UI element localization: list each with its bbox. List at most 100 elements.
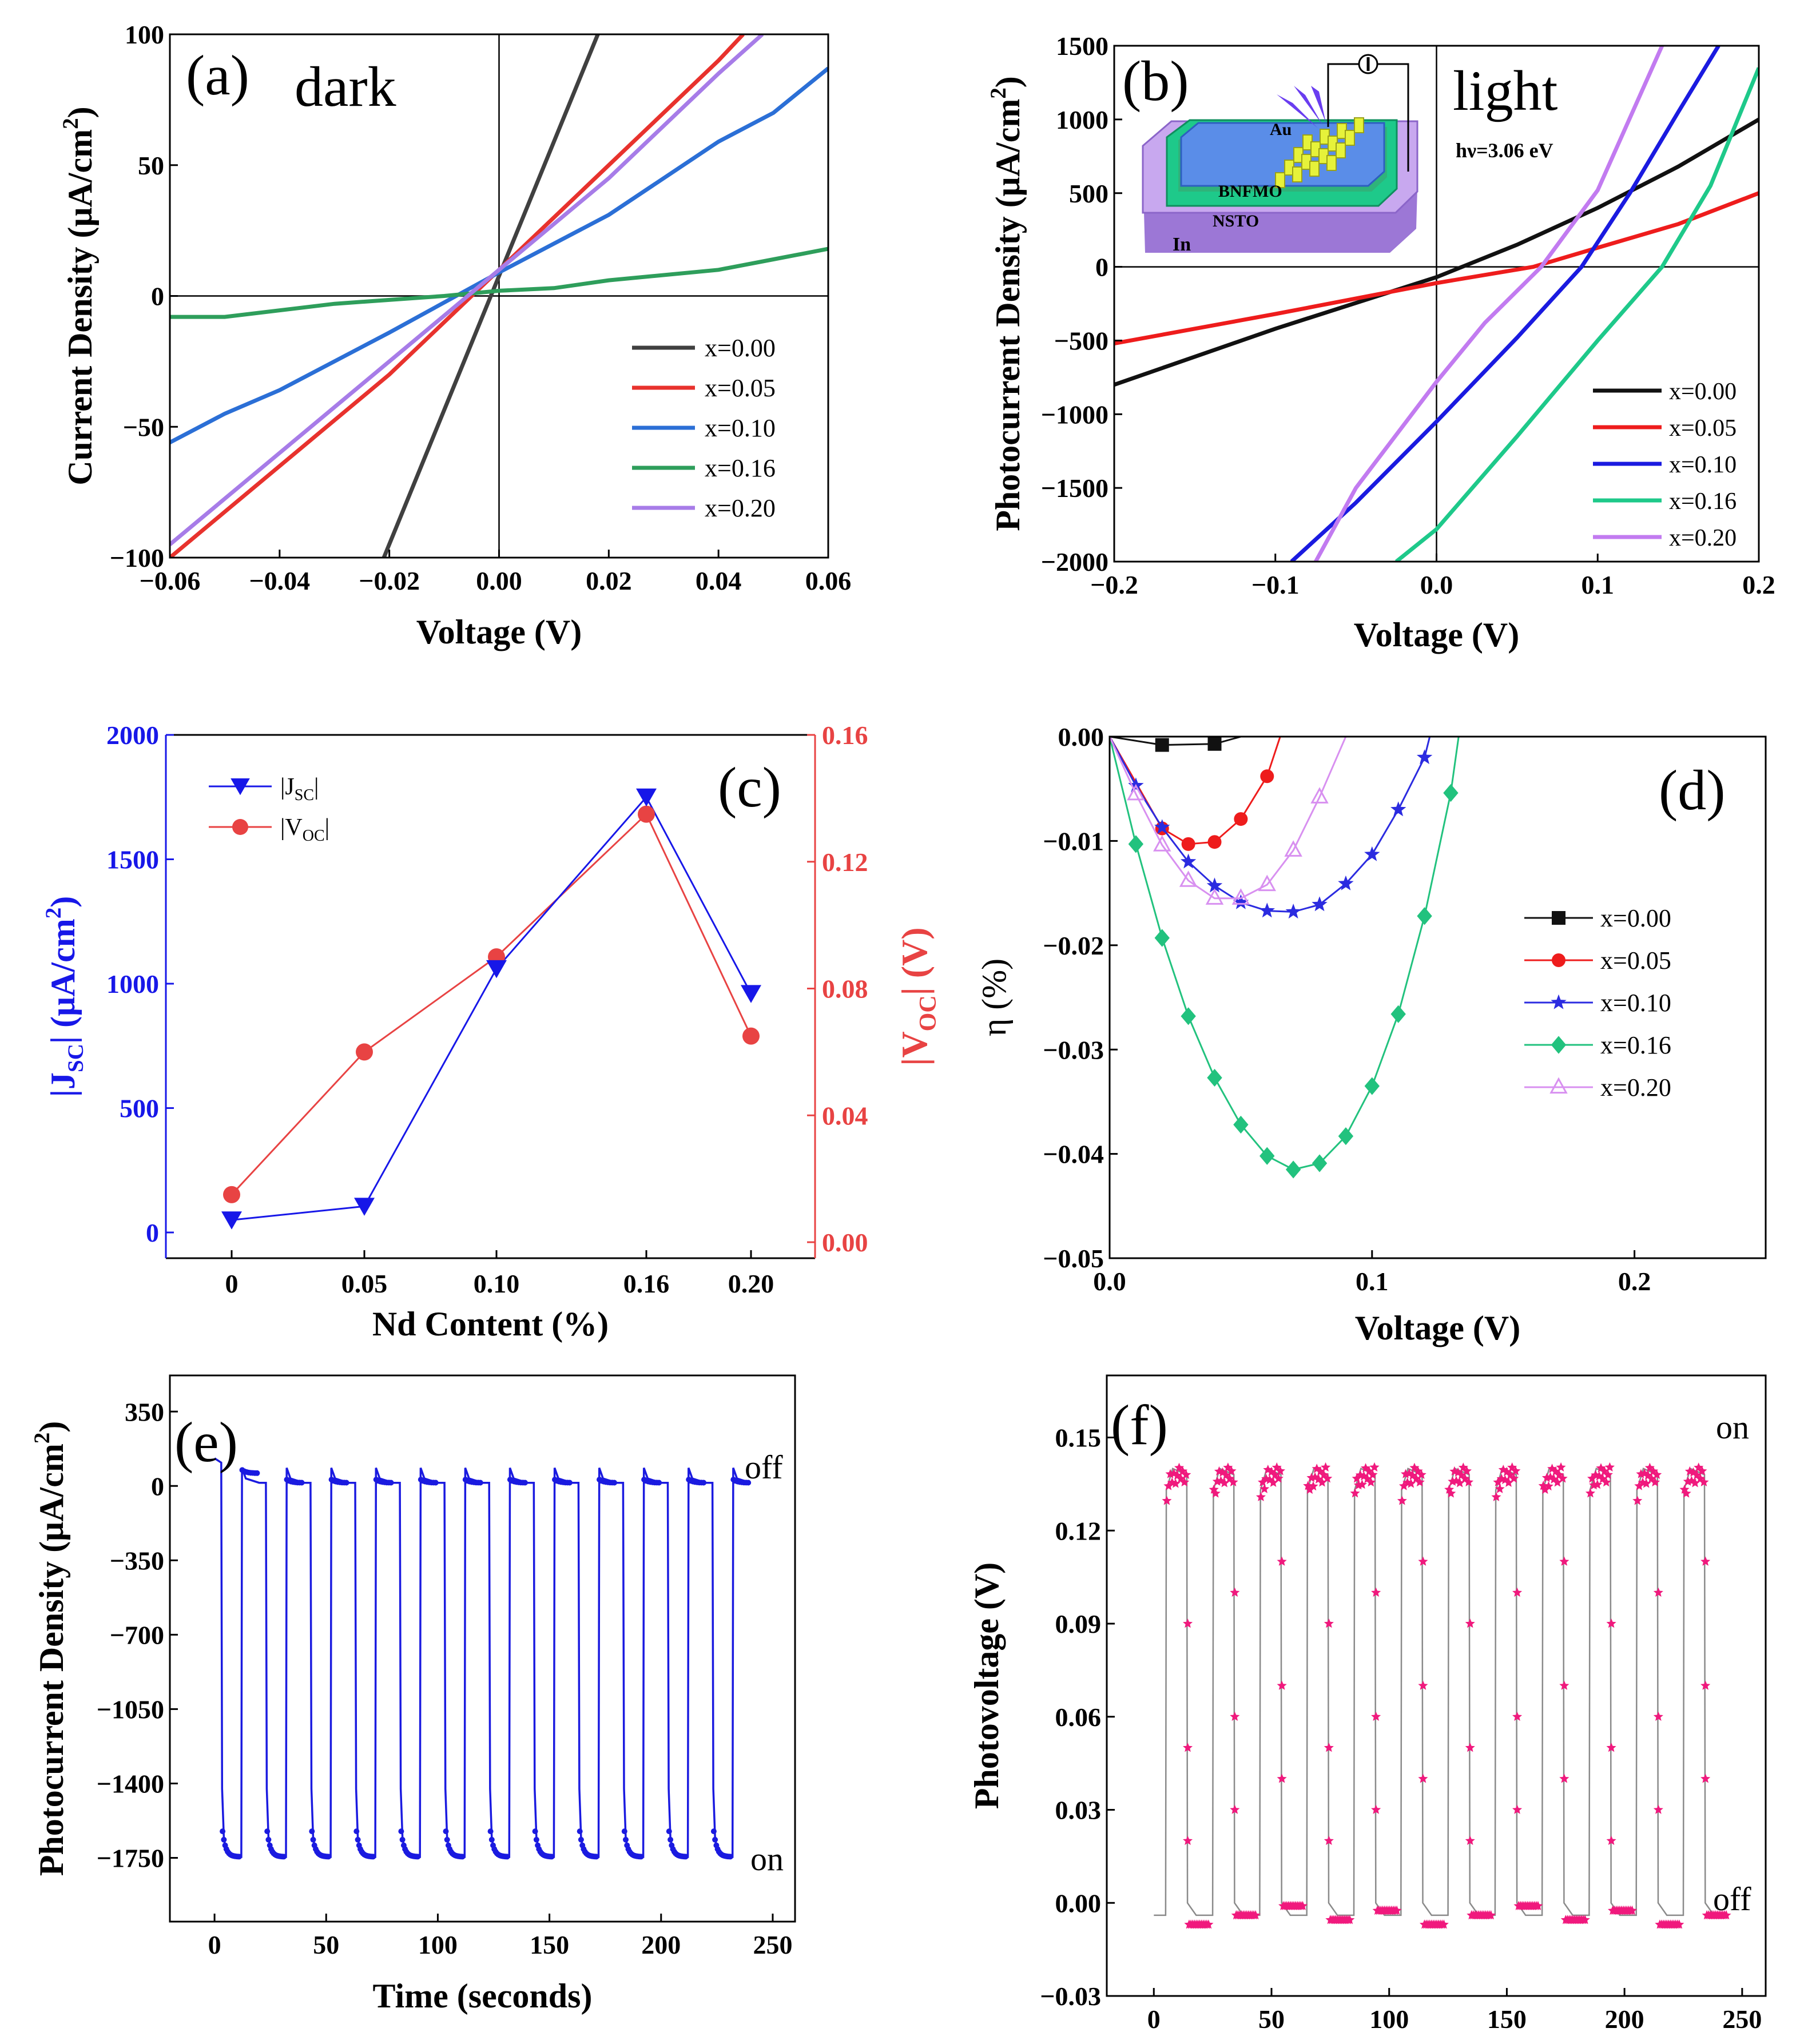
x-tick-label: 0 [208,1930,221,1959]
on-point [1162,1496,1172,1505]
legend-label: x=0.00 [705,334,776,362]
on-point [1697,1466,1707,1476]
data-point [1155,738,1169,752]
trace-point [443,1828,449,1835]
transition-point [1324,1619,1334,1628]
trace-point [621,1828,627,1835]
trace-point [265,1836,272,1843]
y-tick-label: 0.15 [1055,1423,1102,1453]
jsc-point [741,985,761,1003]
legend-label: x=0.05 [1600,947,1671,975]
on-point [1587,1473,1598,1483]
data-point [1154,929,1170,947]
light-ray-3 [1311,86,1326,122]
trace-point [710,1828,717,1835]
on-point [1258,1477,1268,1487]
y-tick-label: −1500 [1041,474,1108,503]
y-axis-label-right: |VOC| (V) [894,927,941,1065]
trace-point [488,1836,495,1843]
trace-point [712,1836,718,1843]
y-tick-label: −500 [1054,327,1108,356]
x-tick-label: 50 [1258,2005,1285,2034]
on-point [1350,1488,1360,1498]
data-point [1338,1127,1354,1146]
transition-point [1465,1619,1475,1628]
data-point [1312,1154,1328,1172]
on-point [1219,1478,1230,1488]
legend-label: x=0.16 [705,454,776,482]
x-tick-label: 0.1 [1356,1267,1389,1296]
voc-point [356,1043,373,1061]
x-tick-label: 0.06 [805,566,852,595]
legend-label: x=0.20 [1600,1073,1671,1101]
y-tick-label-right: 0.12 [822,848,868,877]
trace-point [353,1828,360,1835]
y-tick-label: 1000 [1056,105,1108,134]
data-point [1179,870,1198,887]
transition-point [1371,1711,1381,1721]
photovoltage-trace [1154,1468,1715,1916]
annotation-off: off [745,1449,783,1486]
trace-point [745,1480,752,1486]
transition-point [1465,1835,1475,1845]
off-point [1250,1910,1261,1920]
legend-label: x=0.00 [1669,379,1737,405]
device-schematic-inset: Au BNFMO NSTO In [1142,54,1418,255]
series-line-016 [1110,737,1460,1171]
transition-point [1512,1587,1523,1597]
x-tick-label: 250 [753,1930,792,1959]
x-tick-label: −0.02 [359,566,420,595]
y-axis-label: Current Density (μA/cm2) [58,106,99,485]
legend-marker [1551,994,1567,1009]
on-point [1357,1480,1367,1489]
off-point [1627,1905,1638,1915]
trace-point [638,1854,644,1860]
trace-point [533,1836,539,1843]
x-tick-label: −0.1 [1251,570,1300,599]
trace-point [399,1836,406,1843]
data-point [1364,846,1380,861]
off-point [1580,1915,1590,1924]
trace-point [623,1836,629,1843]
off-point [1345,1915,1355,1924]
data-point [1154,819,1170,834]
y-tick-label: −0.03 [1043,1035,1104,1064]
data-point [1181,837,1195,851]
legend-label: x=0.10 [705,414,776,442]
trace-point [682,1854,689,1860]
series-line-016 [1394,67,1759,562]
au-electrode [1309,161,1320,177]
data-point [1338,875,1354,890]
off-point [1486,1910,1496,1920]
x-axis-label: Voltage (V) [1354,616,1519,654]
y-axis-label: η (%) [975,959,1013,1036]
y-tick-label-right: 0.16 [822,721,868,750]
trace-point [415,1854,421,1860]
on-point [1455,1478,1465,1488]
indium-layer-side [1144,189,1417,253]
trace-point [309,1828,315,1835]
y-tick-label: 0.00 [1058,722,1104,751]
y-tick-label: −0.01 [1043,827,1104,856]
on-point [1601,1477,1611,1487]
data-point [1207,737,1222,751]
trace-point [343,1480,349,1486]
transition-point [1653,1711,1663,1721]
au-electrode [1336,142,1346,158]
on-point [1504,1477,1514,1487]
data-point [1180,853,1197,869]
trace-point [578,1836,584,1843]
transition-point [1230,1711,1240,1721]
y-tick-label-left: 1500 [106,845,159,874]
x-axis-label: Voltage (V) [1355,1309,1520,1347]
trace-point [667,1836,674,1843]
y-tick-label: 0.06 [1055,1703,1102,1732]
data-point [1310,787,1329,804]
x-tick-label: 0.02 [586,566,632,595]
data-point [1234,812,1248,826]
data-point [1443,784,1459,802]
data-point [1233,894,1249,909]
y-tick-label-left: 1000 [106,969,159,999]
on-point [1491,1492,1501,1501]
